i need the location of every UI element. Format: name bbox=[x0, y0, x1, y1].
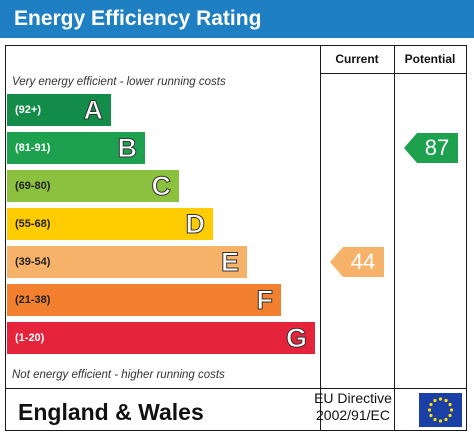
band-b: (81-91) B bbox=[7, 132, 145, 164]
flag-star bbox=[448, 413, 452, 418]
potential-rating-marker: 87 bbox=[404, 133, 458, 163]
band-letter: F bbox=[256, 285, 273, 316]
band-c: (69-80) C bbox=[7, 170, 179, 202]
band-e: (39-54) E bbox=[7, 246, 247, 278]
band-letter: A bbox=[83, 95, 103, 126]
band-g: (1-20) G bbox=[7, 322, 315, 354]
page-title: Energy Efficiency Rating bbox=[0, 0, 474, 38]
footer-divider bbox=[6, 388, 466, 389]
band-letter: C bbox=[151, 171, 171, 202]
potential-column-divider bbox=[394, 46, 395, 430]
current-column-divider bbox=[320, 46, 321, 430]
current-rating-marker: 44 bbox=[330, 247, 384, 277]
flag-star bbox=[429, 402, 433, 407]
band-letter: B bbox=[117, 133, 137, 164]
flag-star bbox=[449, 408, 454, 412]
top-caption: Very energy efficient - lower running co… bbox=[12, 76, 226, 88]
potential-rating-value: 87 bbox=[424, 135, 450, 160]
flag-star bbox=[433, 398, 437, 403]
band-range-label: (69-80) bbox=[15, 180, 51, 192]
potential-marker-arrow bbox=[404, 133, 458, 163]
flag-star bbox=[427, 408, 432, 412]
eu-flag-icon bbox=[419, 393, 462, 427]
flag-star bbox=[448, 402, 452, 407]
band-letter: D bbox=[185, 209, 205, 240]
band-range-label: (21-38) bbox=[15, 294, 51, 306]
country-label: England & Wales bbox=[18, 399, 204, 425]
band-range-label: (81-91) bbox=[15, 142, 51, 154]
band-range-label: (55-68) bbox=[15, 218, 51, 230]
band-letter: E bbox=[220, 247, 239, 278]
flag-star bbox=[433, 417, 437, 422]
band-a: (92+) A bbox=[7, 94, 111, 126]
directive-line-2: 2002/91/EC bbox=[316, 407, 390, 423]
band-f: (21-38) F bbox=[7, 284, 281, 316]
header-divider bbox=[320, 73, 466, 74]
bottom-caption: Not energy efficient - higher running co… bbox=[12, 369, 225, 381]
flag-star bbox=[444, 398, 448, 403]
rating-chart: Current Potential Very energy efficient … bbox=[5, 45, 467, 431]
flag-star bbox=[429, 413, 433, 418]
flag-star bbox=[438, 397, 443, 401]
band-letter: G bbox=[285, 323, 307, 354]
band-range-label: (39-54) bbox=[15, 256, 51, 268]
band-d: (55-68) D bbox=[7, 208, 213, 240]
current-marker-arrow bbox=[330, 247, 384, 277]
directive-label: EU Directive 2002/91/EC bbox=[306, 390, 400, 424]
directive-line-1: EU Directive bbox=[314, 390, 392, 406]
flag-star bbox=[444, 417, 448, 422]
band-range-label: (1-20) bbox=[15, 332, 45, 344]
current-rating-value: 44 bbox=[350, 249, 376, 274]
potential-column-header: Potential bbox=[404, 52, 456, 66]
current-column-header: Current bbox=[335, 52, 379, 66]
flag-star bbox=[438, 419, 443, 423]
band-range-label: (92+) bbox=[15, 104, 41, 116]
